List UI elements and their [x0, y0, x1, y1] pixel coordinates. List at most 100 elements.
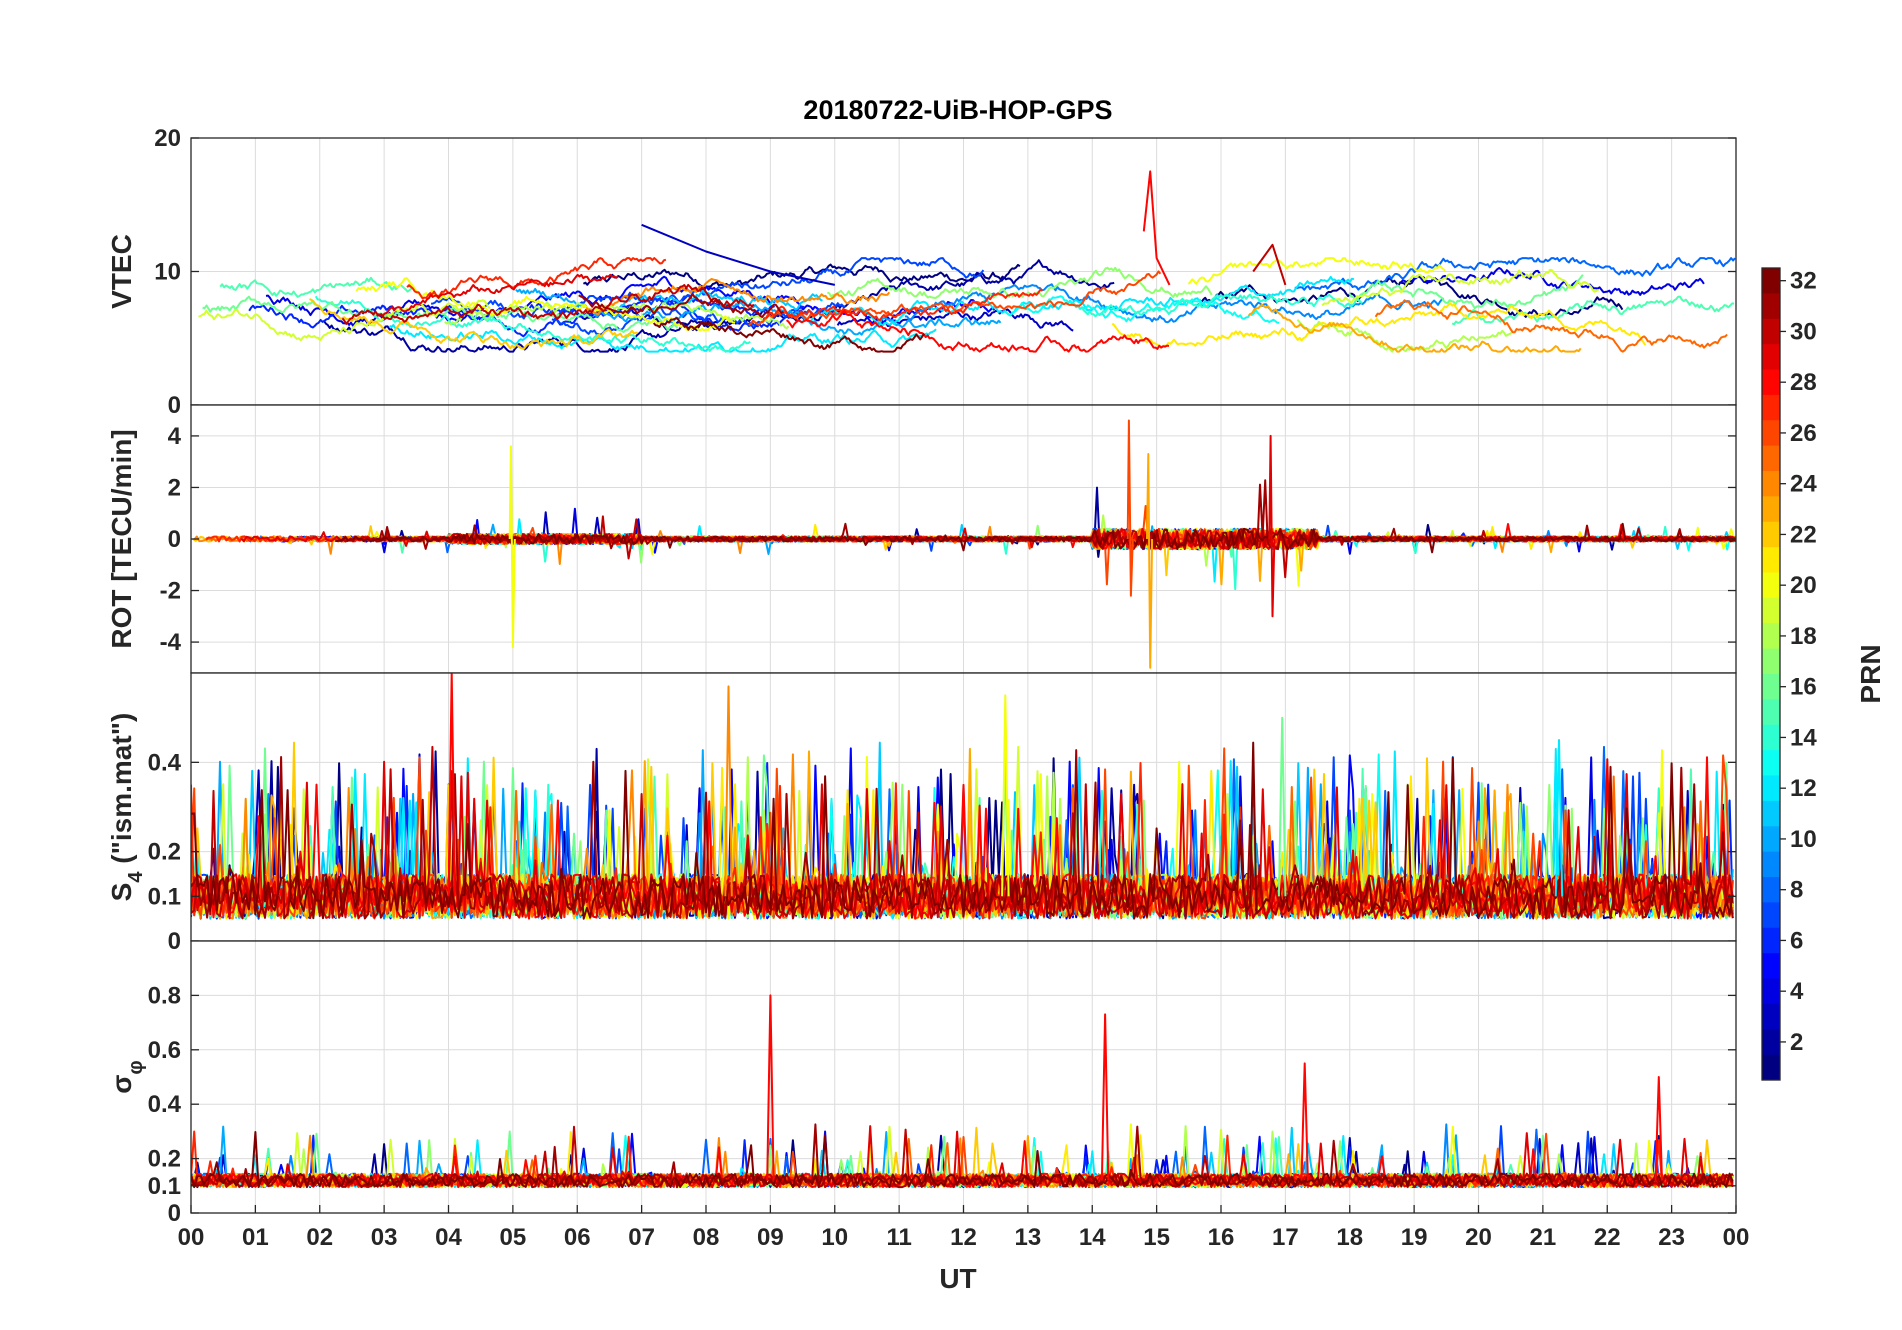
series-group: [191, 994, 1734, 1189]
colorbar-swatch: [1762, 572, 1780, 599]
colorbar-tick-label: 24: [1790, 471, 1817, 498]
series-prn-13: [1003, 295, 1280, 325]
x-tick-label: 11: [886, 1224, 911, 1251]
colorbar-swatch: [1762, 826, 1780, 853]
series-prn-4: [1399, 267, 1705, 296]
x-tick-label: 01: [242, 1224, 269, 1251]
panel-vtec: 0 10 20 VTEC: [106, 125, 1737, 419]
x-tick-label: 09: [757, 1224, 784, 1251]
colorbar-swatch: [1762, 699, 1780, 726]
x-tick-label: 13: [1015, 1224, 1042, 1251]
series-group: [198, 170, 1736, 353]
spike-series: [1126, 419, 1134, 597]
series-prn-21: [1111, 302, 1647, 349]
x-tick-label: 16: [1208, 1224, 1235, 1251]
peak-series: [766, 994, 775, 1181]
x-tick-label: 15: [1143, 1224, 1170, 1251]
x-tick-label: 20: [1465, 1224, 1492, 1251]
y-tick-label: 0: [168, 928, 181, 955]
colorbar-swatch: [1762, 394, 1780, 421]
y-tick-label: 20: [154, 125, 181, 152]
x-tick-label: 21: [1530, 1224, 1557, 1251]
colorbar-swatch: [1762, 471, 1780, 497]
colorbar-swatch: [1762, 597, 1780, 624]
highlight-series-prn-3: [641, 223, 836, 286]
series-prn-14: [1081, 293, 1363, 318]
colorbar-swatch: [1762, 724, 1780, 751]
colorbar-tick-label: 18: [1790, 623, 1817, 650]
series-prn-12: [798, 275, 1355, 327]
colorbar-tick-label: 6: [1790, 927, 1803, 954]
panel-sigma_phi: 00.10.2 0.4 0.6 0.8 σφ 00 01 02 03 04 05 06 07 08 09 10…: [106, 940, 1749, 1251]
colorbar-frame: [1761, 267, 1781, 1081]
colorbar-swatch: [1762, 877, 1780, 903]
peak-series: [447, 673, 456, 897]
peak-series: [1001, 694, 1010, 897]
colorbar-swatch: [1762, 521, 1780, 548]
y-tick-label: -2: [160, 578, 181, 605]
series-prn-15: [1451, 295, 1735, 326]
spike-series: [1146, 453, 1154, 669]
peak-series: [724, 685, 733, 897]
y-tick-label: 0.4: [148, 1091, 182, 1118]
series-prn-32: [191, 741, 1734, 920]
peak-series: [1300, 1062, 1309, 1181]
y-label-main: S: [106, 883, 137, 902]
colorbar-swatch: [1762, 902, 1780, 929]
y-axis-label: VTEC: [106, 234, 137, 309]
colorbar-tick-label: 22: [1790, 521, 1817, 548]
series-prn-22: [309, 298, 638, 350]
series-prn-1: [582, 263, 1021, 290]
series-prn-10: [515, 287, 1002, 336]
spike-series: [1268, 434, 1276, 618]
y-tick-label: 0.8: [148, 982, 181, 1009]
y-tick-label: 2: [168, 474, 181, 501]
y-tick-label: 0: [168, 1200, 181, 1227]
colorbar-tick-label: 10: [1790, 826, 1817, 853]
series-prn-27: [765, 288, 1043, 321]
series-prn-32: [335, 522, 1736, 554]
colorbar-swatch: [1762, 445, 1780, 472]
colorbar-tick-label: 2: [1790, 1029, 1803, 1056]
colorbar-swatch: [1762, 674, 1780, 700]
highlight-series-prn-30: [1252, 243, 1287, 286]
colorbar-swatch: [1762, 496, 1780, 523]
y-axis-label: S4 ("ism.mat"): [106, 713, 147, 902]
y-label-sub: 4: [125, 871, 147, 883]
y-tick-label: 0: [168, 526, 181, 553]
highlight-series-prn-28: [1142, 170, 1171, 286]
colorbar-swatch: [1762, 369, 1780, 396]
colorbar-swatch: [1762, 648, 1780, 675]
colorbar-swatch: [1762, 344, 1780, 370]
series-prn-16: [1348, 274, 1584, 310]
colorbar-tick-label: 16: [1790, 674, 1817, 701]
x-tick-label: 00: [178, 1224, 205, 1251]
colorbar-swatch: [1762, 851, 1780, 878]
peak-series: [1554, 739, 1564, 897]
colorbar-label: PRN: [1855, 644, 1886, 703]
colorbar-swatch: [1762, 978, 1780, 1005]
colorbar-swatch: [1762, 623, 1780, 650]
peak-series: [1100, 1013, 1110, 1181]
y-tick-label: 0: [168, 392, 181, 419]
x-tick-label: 08: [693, 1224, 720, 1251]
x-tick-label: 10: [821, 1224, 848, 1251]
x-tick-label: 04: [435, 1224, 462, 1251]
colorbar-tick-label: 28: [1790, 369, 1817, 396]
colorbar-tick-label: 32: [1790, 268, 1817, 295]
y-tick-label: 0.1: [148, 883, 181, 910]
peak-series: [1654, 1076, 1663, 1181]
spike-series: [508, 445, 516, 649]
series-group: [192, 419, 1736, 669]
x-tick-label: 22: [1594, 1224, 1621, 1251]
series-prn-20: [1187, 257, 1446, 285]
colorbar-swatch: [1762, 1029, 1780, 1056]
colorbar-swatch: [1762, 800, 1780, 827]
colorbar-swatch: [1762, 293, 1780, 320]
y-tick-label: 0.4: [148, 749, 182, 776]
colorbar-tick-label: 4: [1790, 978, 1804, 1005]
x-tick-label: 05: [500, 1224, 527, 1251]
series-prn-30: [341, 283, 755, 325]
